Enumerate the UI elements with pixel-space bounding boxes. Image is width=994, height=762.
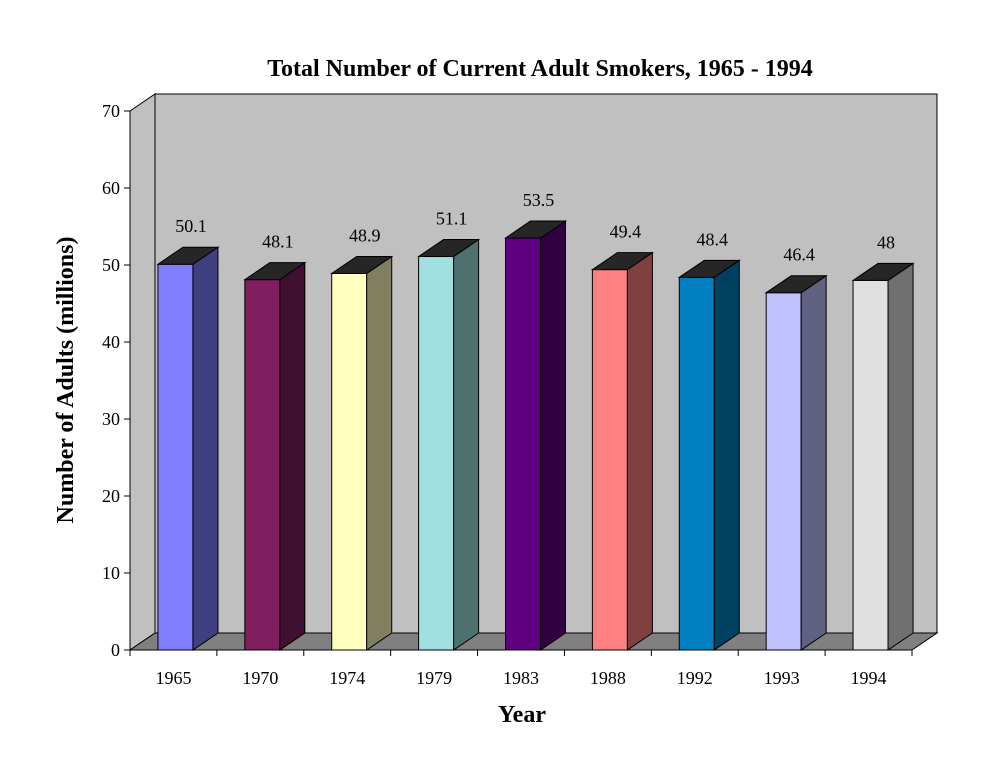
bar-front xyxy=(331,272,368,651)
y-tick-label: 20 xyxy=(102,486,120,506)
x-axis-title: Year xyxy=(498,702,546,728)
bar-top xyxy=(503,220,568,239)
bar-front xyxy=(765,292,802,651)
bar-side xyxy=(366,255,393,651)
bar-side xyxy=(887,262,914,651)
x-tick-label: 1993 xyxy=(764,668,800,688)
bar-front xyxy=(244,279,281,651)
data-label: 49.4 xyxy=(610,222,642,242)
bar xyxy=(416,238,481,651)
y-tick-label: 30 xyxy=(102,409,120,429)
y-tick-label: 50 xyxy=(102,255,120,275)
bar-front xyxy=(591,269,628,651)
bar xyxy=(330,255,394,651)
data-label: 50.1 xyxy=(175,216,207,236)
bar-side xyxy=(540,220,566,651)
bar xyxy=(503,220,568,651)
bar-top xyxy=(243,262,307,281)
bar-top xyxy=(677,259,741,278)
bar-side xyxy=(453,238,480,651)
data-label: 48.9 xyxy=(349,225,381,245)
data-label: 48.1 xyxy=(262,232,294,252)
x-tick-label: 1992 xyxy=(677,668,713,688)
bar xyxy=(677,259,741,651)
bar xyxy=(851,262,915,651)
bar-front xyxy=(678,276,715,651)
bar-front xyxy=(852,279,889,651)
value-labels: 1965 50.1 1970 48.1 1974 48.9 1979 51.1 1983 53.5… xyxy=(155,190,895,688)
data-label: 48.4 xyxy=(697,229,729,249)
y-tick-label: 70 xyxy=(102,101,120,121)
y-tick-label: 10 xyxy=(102,563,120,583)
bar xyxy=(243,261,307,651)
bar-side xyxy=(800,274,827,651)
bar-top xyxy=(330,255,394,274)
bar-side xyxy=(279,261,306,651)
side-wall xyxy=(129,93,156,651)
bar-front xyxy=(418,256,455,651)
bar-top xyxy=(590,252,655,271)
x-tick-label: 1988 xyxy=(590,668,626,688)
y-axis-title: Number of Adults (millions) xyxy=(53,237,79,524)
x-tick-label: 1970 xyxy=(242,668,278,688)
x-tick-label: 1983 xyxy=(503,668,539,688)
bar-front xyxy=(505,237,541,651)
y-tick-label: 60 xyxy=(102,178,120,198)
bar-top xyxy=(156,246,220,265)
x-tick-label: 1979 xyxy=(416,668,452,688)
bar-top xyxy=(416,239,481,258)
y-tick-label: 40 xyxy=(102,332,120,352)
bar-top xyxy=(851,262,915,281)
data-label: 48 xyxy=(877,232,895,252)
bar xyxy=(590,251,655,651)
bar-side xyxy=(192,246,219,651)
bars xyxy=(156,220,915,651)
bar-side xyxy=(713,259,740,651)
bar-side xyxy=(626,251,653,651)
data-label: 53.5 xyxy=(523,190,555,210)
bar xyxy=(156,246,220,651)
x-tick-label: 1974 xyxy=(329,668,365,688)
y-tick-label: 0 xyxy=(111,640,120,660)
bar-front xyxy=(157,263,194,651)
bar-top xyxy=(764,275,828,294)
chart-title: Total Number of Current Adult Smokers, 1… xyxy=(267,56,813,82)
data-label: 46.4 xyxy=(783,245,815,265)
bar xyxy=(764,274,828,651)
data-label: 51.1 xyxy=(436,209,468,229)
x-tick-label: 1965 xyxy=(155,668,191,688)
x-tick-label: 1994 xyxy=(851,668,887,688)
